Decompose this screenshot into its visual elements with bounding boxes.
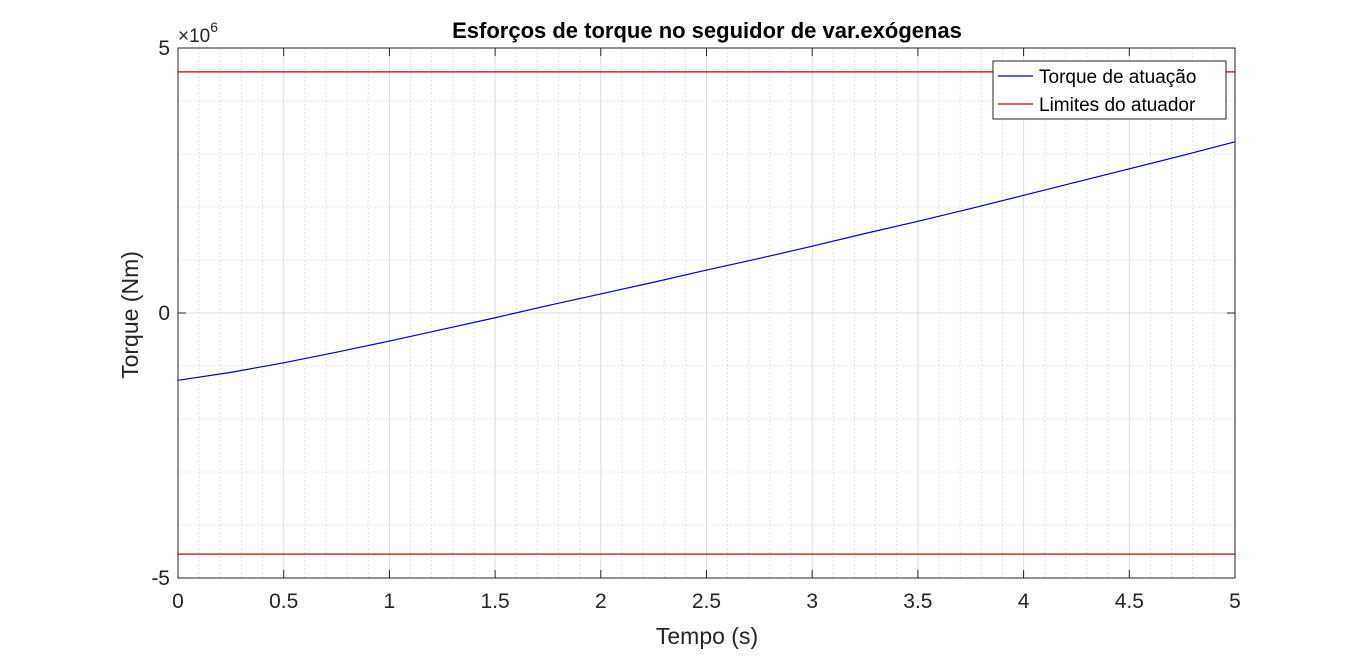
x-tick-label: 3 <box>806 590 818 613</box>
y-axis-multiplier-exponent: 6 <box>210 19 218 35</box>
tick-marks <box>177 47 1236 579</box>
data-point-torque <box>1023 194 1025 196</box>
x-tick-label: 2 <box>595 590 607 613</box>
y-axis-label: Torque (Nm) <box>117 251 143 379</box>
data-point-torque <box>705 269 708 271</box>
data-point-torque <box>1181 154 1183 157</box>
y-axis-multiplier: ×106 <box>178 19 218 47</box>
y-tick-label: -5 <box>151 567 170 590</box>
data-point-torque <box>547 304 549 307</box>
y-tick-label: 0 <box>158 302 170 325</box>
data-point-torque <box>1128 168 1130 170</box>
data-point-torque <box>1075 181 1078 183</box>
x-tick-label: 2.5 <box>692 590 721 613</box>
x-tick-label: 1 <box>384 590 396 613</box>
data-point-torque <box>653 281 655 283</box>
x-tick-label: 4 <box>1018 590 1030 613</box>
x-tick-label: 0.5 <box>269 590 298 613</box>
data-point-torque <box>283 362 285 364</box>
data-point-torque <box>864 232 866 235</box>
x-tick-label: 0 <box>172 590 184 613</box>
data-point-torque <box>758 257 760 260</box>
chart-title: Esforços de torque no seguidor de var.ex… <box>452 18 962 43</box>
data-point-torque <box>917 220 919 222</box>
data-point-torque <box>811 245 813 247</box>
x-tick-label: 5 <box>1229 590 1241 613</box>
y-tick-label: 5 <box>158 37 170 60</box>
data-point-torque <box>970 207 972 210</box>
x-tick-label: 4.5 <box>1115 590 1144 613</box>
data-point-torque <box>441 328 443 331</box>
tick-labels: 0 0.5 1 1.5 2 2.5 3 3.5 4 4.5 5-505 <box>151 37 1241 613</box>
legend-label-limits: Limites do atuador <box>1039 95 1196 116</box>
legend: Torque de atuação Limites do atuador <box>992 60 1227 120</box>
y-axis-multiplier-base: ×10 <box>178 26 210 47</box>
data-point-torque <box>600 293 602 295</box>
data-point-torque <box>335 351 338 353</box>
x-tick-label: 1.5 <box>480 590 509 613</box>
data-point-torque <box>230 371 232 373</box>
x-axis-label: Tempo (s) <box>656 623 758 649</box>
legend-label-torque: Torque de atuação <box>1039 67 1196 88</box>
data-point-torque <box>494 317 496 319</box>
legend-box <box>992 60 1227 120</box>
x-tick-label: 3.5 <box>903 590 932 613</box>
data-point-torque <box>388 340 390 342</box>
